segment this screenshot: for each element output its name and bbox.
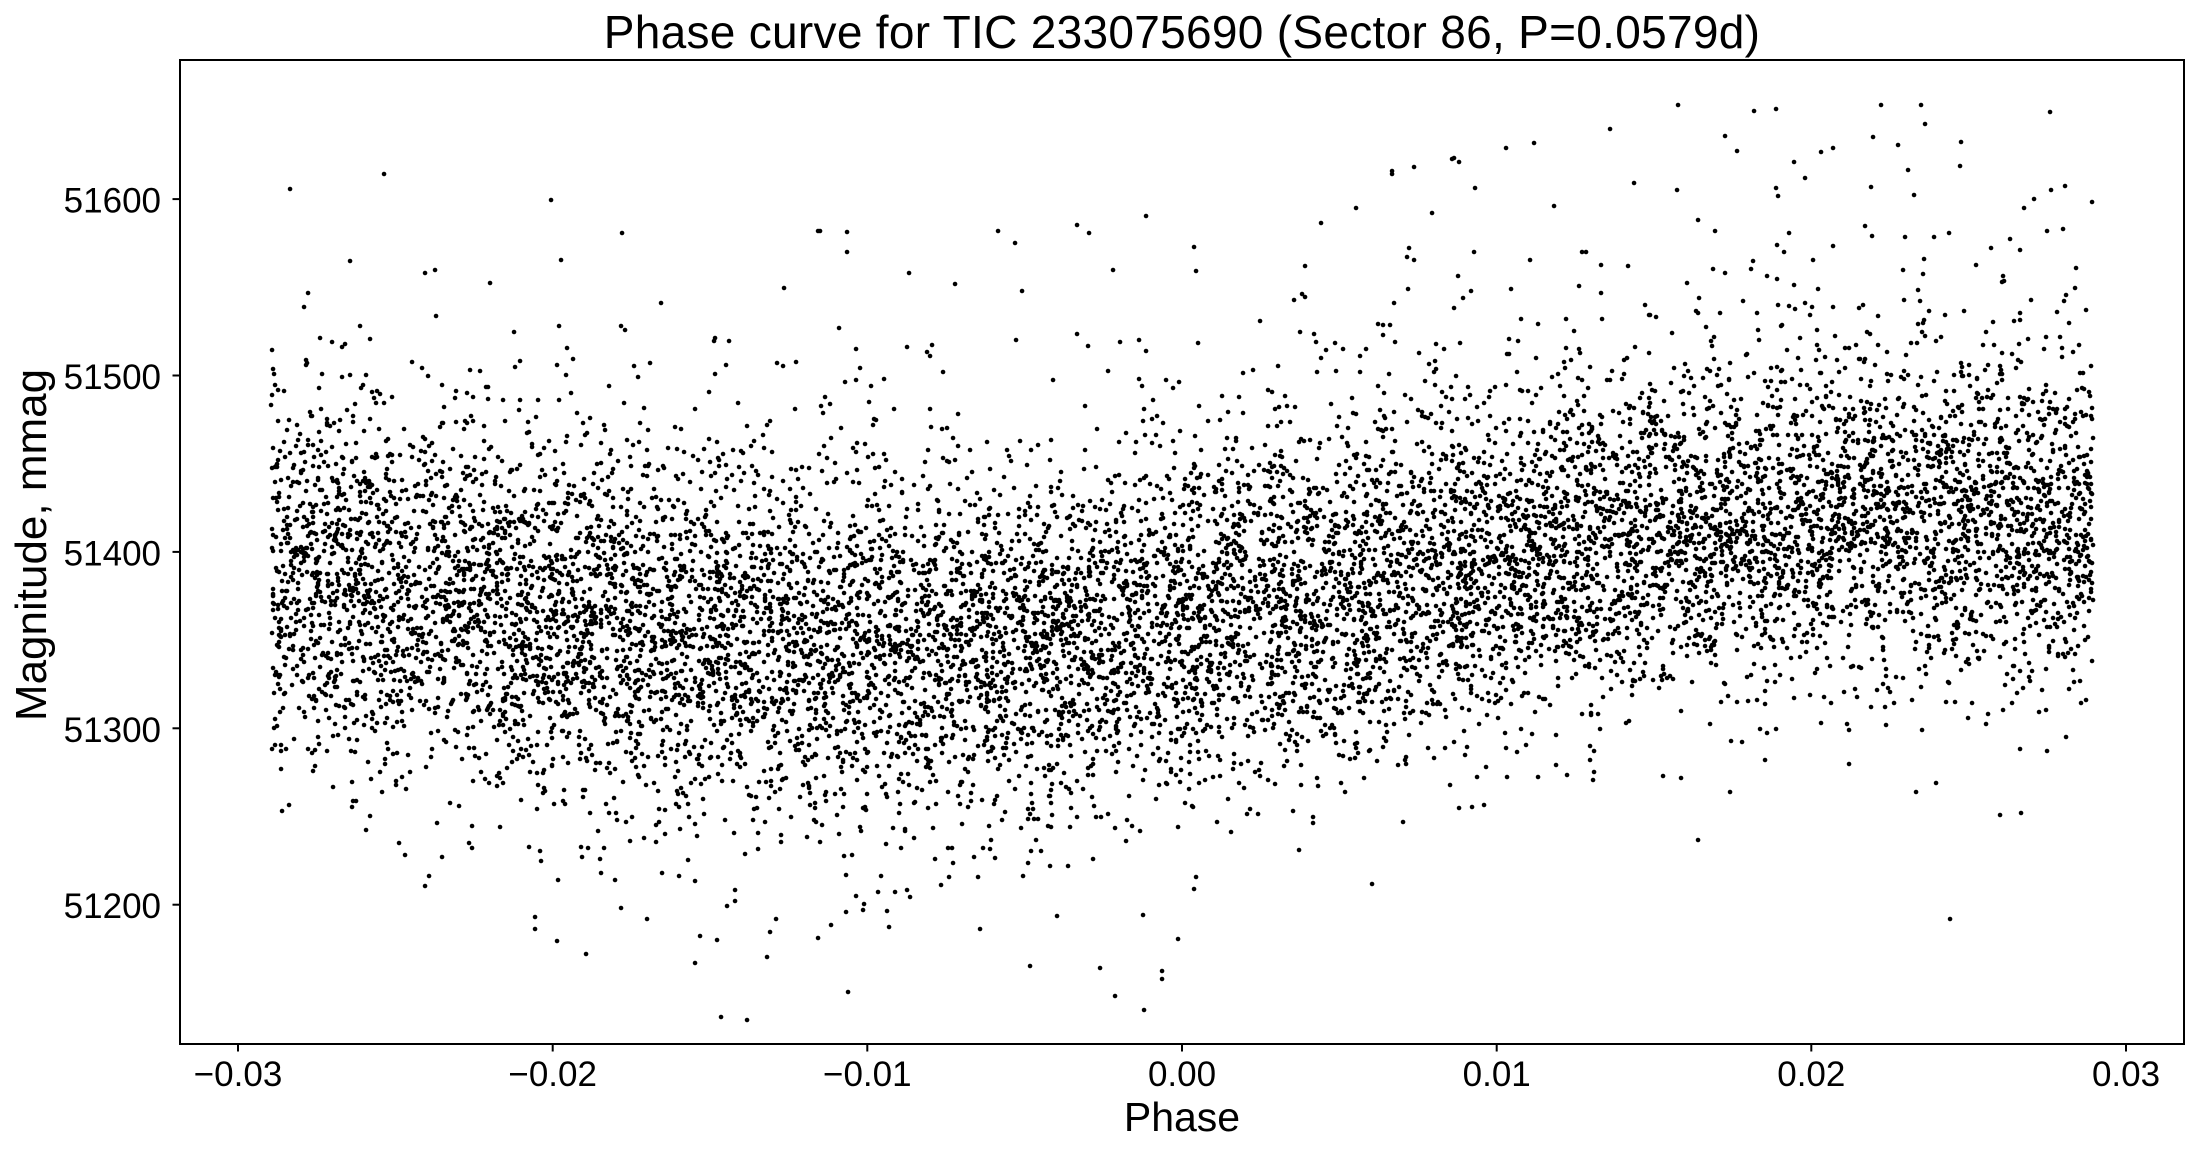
svg-text:−0.03: −0.03 xyxy=(194,1055,283,1094)
svg-text:−0.01: −0.01 xyxy=(823,1055,912,1094)
svg-text:0.02: 0.02 xyxy=(1777,1055,1845,1094)
svg-text:51400: 51400 xyxy=(64,534,161,573)
svg-text:Phase curve for TIC 233075690: Phase curve for TIC 233075690 (Sector 86… xyxy=(604,6,1761,58)
svg-text:0.03: 0.03 xyxy=(2092,1055,2160,1094)
svg-text:0.01: 0.01 xyxy=(1463,1055,1531,1094)
svg-text:51600: 51600 xyxy=(64,182,161,221)
svg-text:51500: 51500 xyxy=(64,358,161,397)
svg-text:51200: 51200 xyxy=(64,887,161,926)
svg-text:Phase: Phase xyxy=(1124,1094,1240,1140)
svg-text:0.00: 0.00 xyxy=(1148,1055,1216,1094)
svg-text:Magnitude, mmag: Magnitude, mmag xyxy=(7,369,56,721)
svg-text:−0.02: −0.02 xyxy=(508,1055,597,1094)
svg-text:51300: 51300 xyxy=(64,711,161,750)
